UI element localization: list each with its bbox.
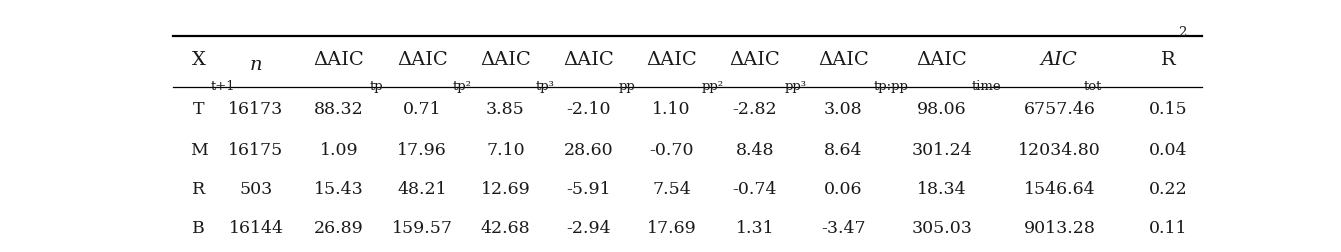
Text: 159.57: 159.57 [392, 220, 453, 237]
Text: 17.96: 17.96 [397, 142, 447, 159]
Text: ΔAIC: ΔAIC [730, 51, 780, 69]
Text: 8.48: 8.48 [736, 142, 774, 159]
Text: 0.15: 0.15 [1149, 101, 1188, 118]
Text: time: time [972, 80, 1002, 93]
Text: 18.34: 18.34 [917, 181, 967, 198]
Text: 503: 503 [239, 181, 272, 198]
Text: 9013.28: 9013.28 [1023, 220, 1096, 237]
Text: ΔAIC: ΔAIC [818, 51, 869, 69]
Text: T: T [193, 101, 205, 118]
Text: 0.11: 0.11 [1149, 220, 1188, 237]
Text: AIC: AIC [1041, 51, 1078, 69]
Text: pp²: pp² [701, 80, 724, 93]
Text: tp: tp [369, 80, 384, 93]
Text: -2.94: -2.94 [566, 220, 611, 237]
Text: 12034.80: 12034.80 [1018, 142, 1101, 159]
Text: -0.70: -0.70 [649, 142, 693, 159]
Text: 98.06: 98.06 [917, 101, 967, 118]
Text: tp:pp: tp:pp [873, 80, 908, 93]
Text: -2.10: -2.10 [566, 101, 610, 118]
Text: 8.64: 8.64 [823, 142, 862, 159]
Text: pp³: pp³ [784, 80, 807, 93]
Text: 1.31: 1.31 [735, 220, 774, 237]
Text: ΔAIC: ΔAIC [397, 51, 448, 69]
Text: 26.89: 26.89 [314, 220, 363, 237]
Text: -5.91: -5.91 [566, 181, 611, 198]
Text: 0.04: 0.04 [1149, 142, 1188, 159]
Text: ΔAIC: ΔAIC [646, 51, 697, 69]
Text: ΔAIC: ΔAIC [916, 51, 967, 69]
Text: 301.24: 301.24 [912, 142, 972, 159]
Text: B: B [192, 220, 205, 237]
Text: 16173: 16173 [228, 101, 283, 118]
Text: 1.09: 1.09 [319, 142, 358, 159]
Text: 15.43: 15.43 [314, 181, 363, 198]
Text: R: R [1161, 51, 1176, 69]
Text: -0.74: -0.74 [732, 181, 776, 198]
Text: 16144: 16144 [228, 220, 283, 237]
Text: 1.10: 1.10 [653, 101, 691, 118]
Text: 12.69: 12.69 [480, 181, 530, 198]
Text: t+1: t+1 [211, 80, 235, 93]
Text: 6757.46: 6757.46 [1023, 101, 1096, 118]
Text: 0.22: 0.22 [1149, 181, 1188, 198]
Text: X: X [192, 51, 205, 69]
Text: M: M [190, 142, 208, 159]
Text: 88.32: 88.32 [314, 101, 363, 118]
Text: pp: pp [618, 80, 636, 93]
Text: 48.21: 48.21 [397, 181, 447, 198]
Text: 42.68: 42.68 [480, 220, 530, 237]
Text: 0.71: 0.71 [402, 101, 441, 118]
Text: 305.03: 305.03 [912, 220, 972, 237]
Text: 0.06: 0.06 [823, 181, 862, 198]
Text: 16175: 16175 [228, 142, 283, 159]
Text: -2.82: -2.82 [732, 101, 778, 118]
Text: 1546.64: 1546.64 [1023, 181, 1096, 198]
Text: ΔAIC: ΔAIC [563, 51, 614, 69]
Text: tp³: tp³ [535, 80, 554, 93]
Text: 3.08: 3.08 [823, 101, 862, 118]
Text: R: R [192, 181, 205, 198]
Text: n: n [249, 56, 263, 74]
Text: 28.60: 28.60 [563, 142, 613, 159]
Text: 3.85: 3.85 [485, 101, 524, 118]
Text: -3.47: -3.47 [821, 220, 865, 237]
Text: 17.69: 17.69 [646, 220, 696, 237]
Text: tot: tot [1084, 80, 1101, 93]
Text: ΔAIC: ΔAIC [480, 51, 531, 69]
Text: 7.10: 7.10 [485, 142, 524, 159]
Text: 2: 2 [1177, 26, 1187, 39]
Text: tp²: tp² [452, 80, 472, 93]
Text: 7.54: 7.54 [652, 181, 691, 198]
Text: ΔAIC: ΔAIC [314, 51, 365, 69]
